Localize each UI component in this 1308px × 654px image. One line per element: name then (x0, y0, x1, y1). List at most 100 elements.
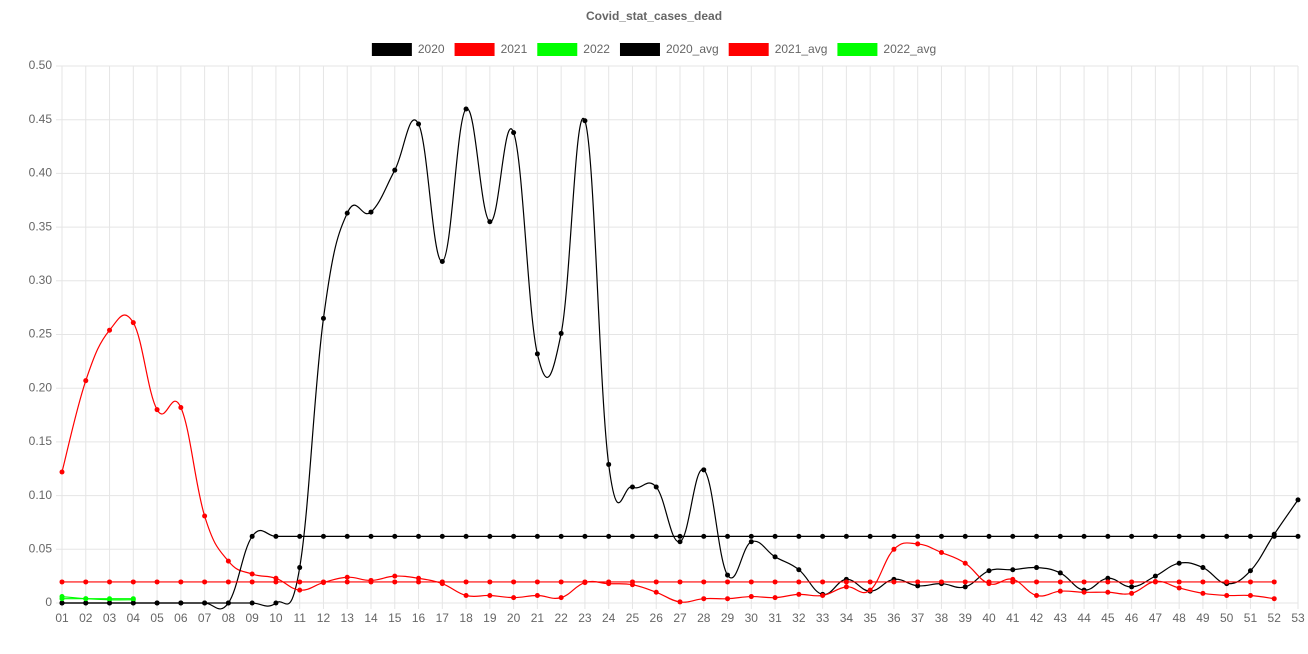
data-point (653, 533, 659, 539)
data-point (344, 579, 350, 585)
data-point (1081, 589, 1087, 595)
data-point (629, 579, 635, 585)
x-tick-label: 48 (1172, 611, 1186, 625)
data-point (1057, 579, 1063, 585)
y-tick-label: 0 (45, 595, 52, 609)
data-point (843, 584, 849, 590)
data-point (962, 533, 968, 539)
data-point (83, 378, 89, 384)
data-point (1295, 533, 1301, 539)
data-point (154, 600, 160, 606)
data-point (606, 533, 612, 539)
data-point (107, 596, 113, 602)
legend-label: 2020 (418, 42, 445, 56)
data-point (915, 541, 921, 547)
data-point (915, 533, 921, 539)
data-point (1034, 592, 1040, 598)
data-point (487, 592, 493, 598)
data-point (416, 121, 422, 127)
legend-label: 2020_avg (666, 42, 719, 56)
data-point (1247, 592, 1253, 598)
data-point (748, 594, 754, 600)
data-point (1010, 533, 1016, 539)
data-point (439, 533, 445, 539)
data-point (820, 579, 826, 585)
data-point (606, 461, 612, 467)
data-point (107, 579, 113, 585)
data-point (225, 600, 231, 606)
data-point (772, 579, 778, 585)
legend-swatch[interactable] (619, 43, 660, 56)
data-point (344, 574, 350, 580)
legend-swatch[interactable] (537, 43, 578, 56)
legend-label: 2021_avg (775, 42, 828, 56)
data-point (1224, 579, 1230, 585)
x-tick-label: 33 (816, 611, 830, 625)
data-point (701, 579, 707, 585)
data-point (273, 579, 279, 585)
legend-label: 2021 (501, 42, 528, 56)
data-point (701, 467, 707, 473)
data-point (725, 579, 731, 585)
y-tick-label: 0.10 (29, 488, 53, 502)
x-tick-label: 49 (1196, 611, 1210, 625)
x-tick-label: 40 (982, 611, 996, 625)
data-point (748, 579, 754, 585)
x-tick-label: 10 (269, 611, 283, 625)
x-tick-label: 36 (887, 611, 901, 625)
legend-swatch[interactable] (371, 43, 412, 56)
x-tick-label: 39 (959, 611, 973, 625)
data-point (582, 533, 588, 539)
data-point (297, 565, 303, 571)
data-point (463, 579, 469, 585)
x-tick-label: 17 (436, 611, 450, 625)
x-tick-label: 07 (198, 611, 212, 625)
data-point (677, 539, 683, 545)
x-tick-label: 13 (341, 611, 355, 625)
data-point (558, 595, 564, 601)
x-tick-label: 21 (531, 611, 545, 625)
legend-swatch[interactable] (728, 43, 769, 56)
data-point (59, 579, 65, 585)
data-point (130, 320, 136, 326)
legend-swatch[interactable] (454, 43, 495, 56)
data-point (463, 592, 469, 598)
x-tick-label: 08 (222, 611, 236, 625)
data-point (558, 330, 564, 336)
data-point (273, 575, 279, 581)
x-tick-label: 24 (602, 611, 616, 625)
data-point (867, 579, 873, 585)
chart-title: Covid_stat_cases_dead (586, 9, 722, 23)
data-point (392, 579, 398, 585)
data-point (1176, 560, 1182, 566)
data-point (1200, 533, 1206, 539)
data-point (796, 579, 802, 585)
data-point (416, 575, 422, 581)
data-point (1034, 565, 1040, 571)
data-point (962, 579, 968, 585)
data-point (534, 533, 540, 539)
data-point (202, 600, 208, 606)
y-tick-label: 0.40 (29, 166, 53, 180)
x-tick-label: 12 (317, 611, 331, 625)
x-tick-label: 05 (150, 611, 164, 625)
data-point (1295, 497, 1301, 503)
y-tick-label: 0.25 (29, 327, 53, 341)
x-tick-label: 04 (127, 611, 141, 625)
x-tick-label: 32 (792, 611, 806, 625)
data-point (962, 560, 968, 566)
data-point (1200, 565, 1206, 571)
data-point (320, 579, 326, 585)
data-point (938, 550, 944, 556)
x-tick-label: 52 (1268, 611, 1282, 625)
data-point (83, 596, 89, 602)
legend-swatch[interactable] (837, 43, 878, 56)
x-tick-label: 19 (483, 611, 497, 625)
data-point (249, 571, 255, 577)
x-tick-label: 15 (388, 611, 402, 625)
data-point (820, 533, 826, 539)
data-point (772, 554, 778, 560)
data-point (677, 579, 683, 585)
data-point (1034, 579, 1040, 585)
